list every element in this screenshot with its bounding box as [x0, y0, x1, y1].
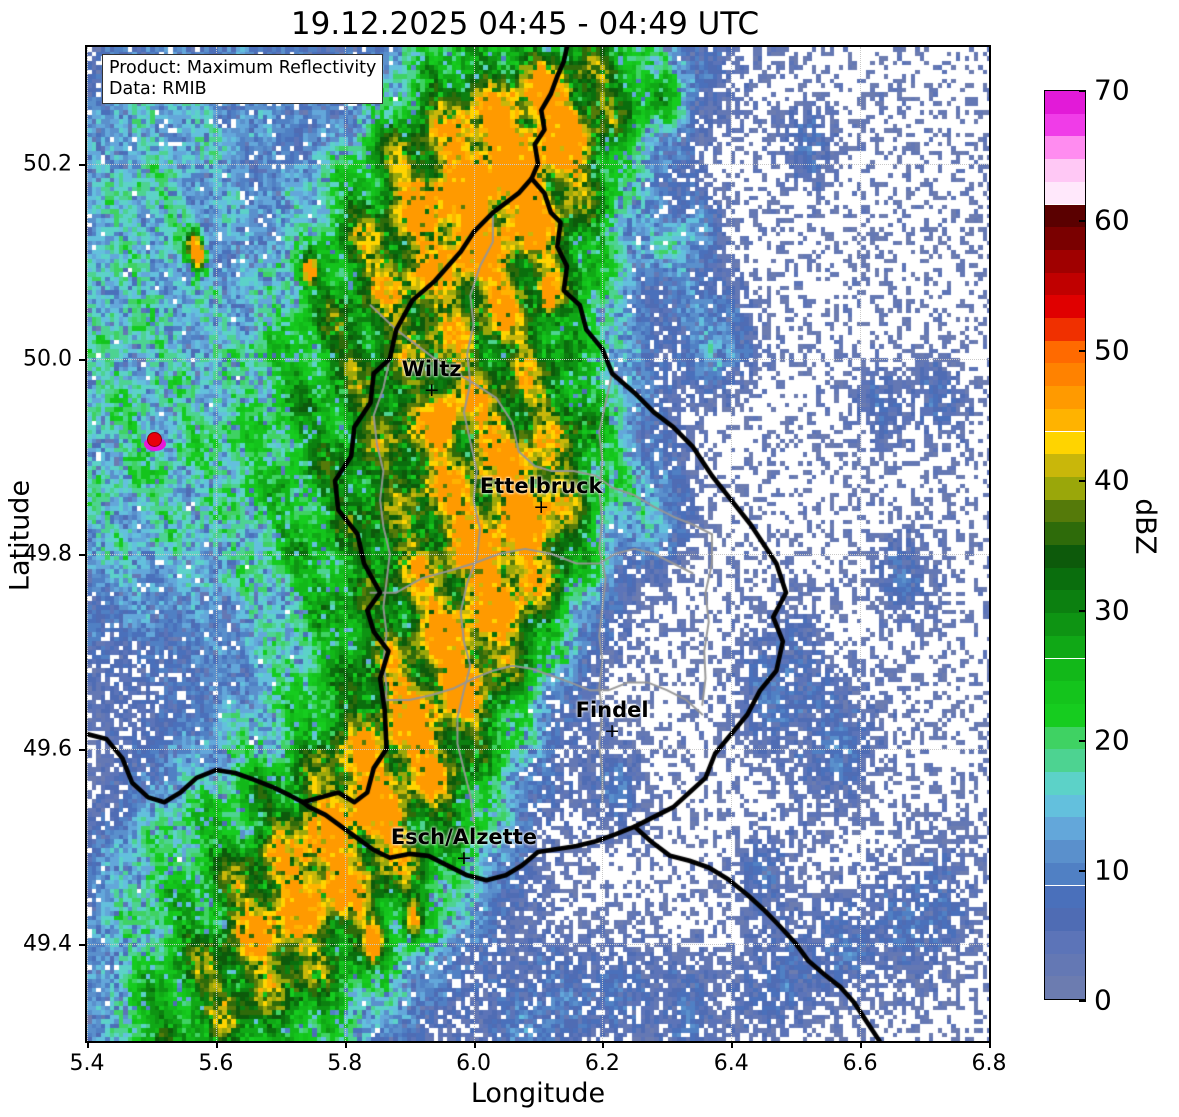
x-tick-mark [473, 1042, 476, 1048]
radar-site-dot [146, 431, 162, 447]
x-tick-mark [215, 1042, 218, 1048]
colorbar-tick-mark [1079, 870, 1086, 872]
colorbar-tick-label: 40 [1094, 463, 1130, 497]
colorbar-band [1045, 295, 1085, 318]
colorbar [1044, 90, 1086, 1000]
colorbar-band [1045, 454, 1085, 477]
colorbar-band [1045, 499, 1085, 523]
x-tick-mark [87, 1042, 89, 1048]
colorbar-band [1045, 930, 1085, 954]
colorbar-band [1045, 749, 1085, 772]
colorbar-band [1045, 318, 1085, 341]
colorbar-band [1045, 840, 1085, 863]
y-tick-label: 50.0 [23, 346, 72, 372]
colorbar-band [1045, 817, 1085, 841]
x-tick-label: 6.4 [713, 1051, 749, 1076]
y-tick-mark [79, 943, 85, 946]
colorbar-band [1045, 363, 1085, 387]
colorbar-band [1045, 590, 1085, 614]
x-tick-mark [602, 1042, 605, 1048]
y-tick-label: 49.4 [23, 931, 72, 957]
colorbar-band [1045, 953, 1085, 977]
x-tick-mark [860, 1042, 863, 1048]
colorbar-band [1045, 976, 1085, 999]
colorbar-band [1045, 386, 1085, 409]
y-axis-title: Latitude [4, 479, 36, 592]
colorbar-tick-label: 50 [1094, 333, 1130, 367]
colorbar-band [1045, 772, 1085, 795]
colorbar-band [1045, 204, 1085, 228]
colorbar-tick-mark [1079, 90, 1086, 92]
colorbar-band [1045, 113, 1085, 137]
colorbar-band [1045, 159, 1085, 182]
colorbar-band [1045, 567, 1085, 591]
x-tick-label: 5.6 [198, 1051, 234, 1076]
colorbar-band [1045, 545, 1085, 568]
x-tick-label: 6.6 [842, 1051, 878, 1076]
colorbar-band [1045, 613, 1085, 636]
colorbar-tick-label: 20 [1094, 723, 1130, 757]
colorbar-band [1045, 658, 1085, 682]
page-title: 19.12.2025 04:45 - 04:49 UTC [290, 6, 760, 42]
colorbar-tick-mark [1079, 740, 1086, 742]
radar-reflectivity-canvas [87, 47, 989, 1041]
info-product-line: Product: Maximum Reflectivity [109, 58, 377, 78]
colorbar-band [1045, 476, 1085, 500]
colorbar-band [1045, 431, 1085, 455]
colorbar-band [1045, 340, 1085, 364]
info-box: Product: Maximum Reflectivity Data: RMIB [102, 54, 384, 105]
colorbar-band [1045, 181, 1085, 205]
y-tick-label: 49.6 [23, 736, 72, 762]
colorbar-title: dBZ [1129, 498, 1163, 555]
colorbar-band [1045, 635, 1085, 659]
y-tick-mark [79, 358, 85, 361]
x-tick-label: 6.0 [456, 1051, 492, 1076]
y-tick-label: 50.2 [23, 151, 72, 177]
colorbar-band [1045, 227, 1085, 250]
y-tick-mark [79, 553, 85, 556]
info-data-line: Data: RMIB [109, 78, 207, 99]
x-tick-mark [989, 1042, 991, 1048]
colorbar-tick-label: 70 [1094, 73, 1130, 107]
colorbar-band [1045, 681, 1085, 704]
x-tick-label: 5.8 [327, 1051, 363, 1076]
colorbar-band [1045, 91, 1085, 114]
colorbar-tick-mark [1079, 1000, 1086, 1002]
colorbar-band [1045, 703, 1085, 727]
x-axis-title: Longitude [470, 1078, 606, 1109]
x-tick-label: 6.2 [584, 1051, 620, 1076]
colorbar-band [1045, 908, 1085, 931]
colorbar-band [1045, 862, 1085, 886]
x-tick-mark [731, 1042, 734, 1048]
x-tick-mark [344, 1042, 347, 1048]
map-plot-area[interactable]: Wiltz + Ettelbruck + Findel + Esch/Alzette + Pr… [85, 45, 991, 1043]
colorbar-tick-label: 10 [1094, 853, 1130, 887]
colorbar-band [1045, 136, 1085, 160]
colorbar-band [1045, 272, 1085, 296]
radar-site-marker[interactable] [142, 431, 168, 452]
colorbar-band [1045, 249, 1085, 273]
colorbar-tick-mark [1079, 220, 1086, 222]
gridline-vertical [989, 47, 990, 1041]
y-tick-mark [79, 163, 85, 166]
colorbar-tick-mark [1079, 350, 1086, 352]
x-tick-label: 5.4 [69, 1051, 105, 1076]
colorbar-band [1045, 794, 1085, 818]
colorbar-band [1045, 726, 1085, 750]
colorbar-band [1045, 885, 1085, 909]
colorbar-tick-mark [1079, 610, 1086, 612]
x-tick-label: 6.8 [971, 1051, 1007, 1076]
colorbar-band [1045, 408, 1085, 432]
colorbar-tick-label: 60 [1094, 203, 1130, 237]
y-tick-mark [79, 748, 85, 751]
colorbar-band [1045, 522, 1085, 545]
colorbar-tick-label: 0 [1094, 983, 1112, 1017]
colorbar-tick-mark [1079, 480, 1086, 482]
y-tick-label: 49.8 [23, 541, 72, 567]
colorbar-tick-label: 30 [1094, 593, 1130, 627]
